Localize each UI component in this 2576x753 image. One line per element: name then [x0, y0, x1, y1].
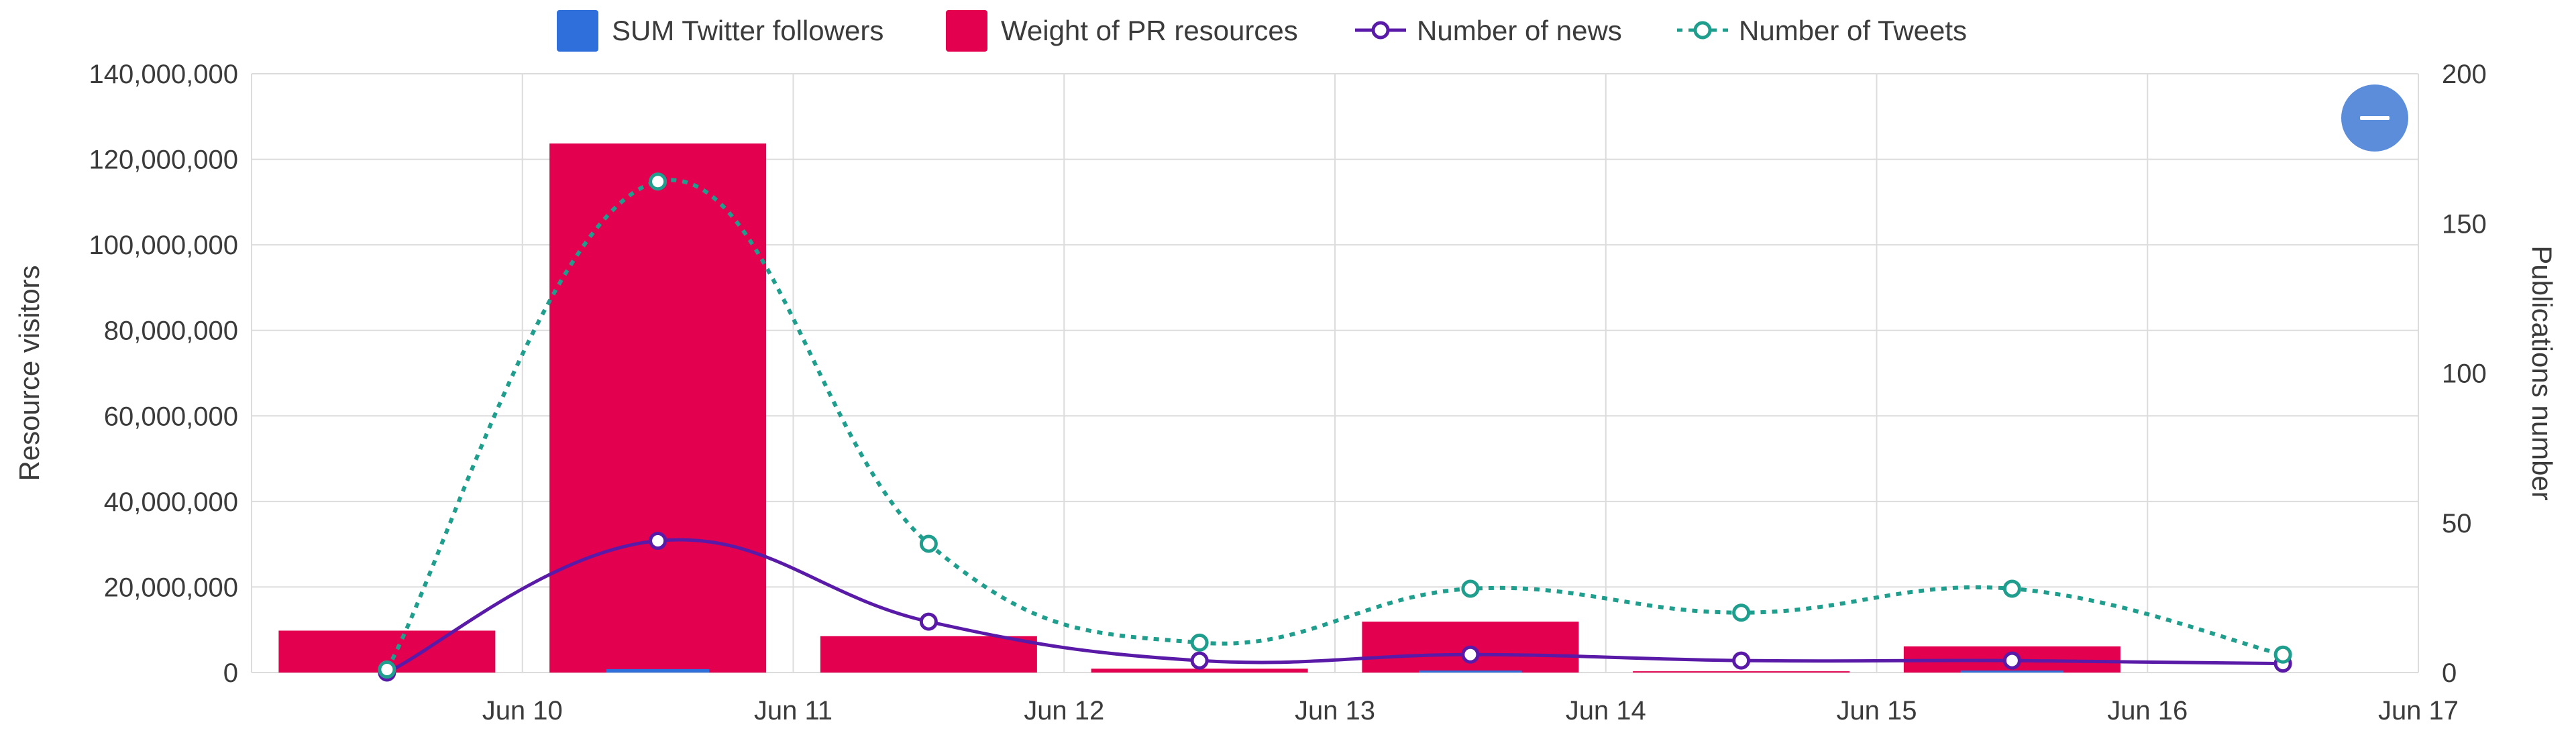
- x-tick-label: Jun 17: [2378, 696, 2459, 726]
- legend-item-number-of-tweets[interactable]: Number of Tweets: [1677, 15, 1967, 46]
- legend-label: Number of Tweets: [1739, 15, 1967, 46]
- x-tick-label: Jun 11: [754, 696, 833, 726]
- y-left-tick-label: 140,000,000: [89, 60, 238, 89]
- point-number-of-tweets[interactable]: [1190, 633, 1209, 652]
- legend-label: Weight of PR resources: [1001, 15, 1298, 46]
- y-left-tick-label: 0: [223, 658, 238, 688]
- point-number-of-news[interactable]: [1190, 651, 1209, 670]
- point-number-of-news[interactable]: [919, 612, 938, 631]
- y-right-tick-label: 200: [2442, 60, 2487, 89]
- point-number-of-news[interactable]: [2002, 651, 2021, 670]
- line-number-of-news[interactable]: [386, 538, 2284, 675]
- lines: [378, 172, 2292, 682]
- legend-label: SUM Twitter followers: [612, 15, 883, 46]
- y-left-tick-label: 80,000,000: [104, 316, 238, 346]
- bar-weight-pr-resources[interactable]: [549, 143, 767, 673]
- point-number-of-tweets[interactable]: [378, 660, 396, 679]
- x-tick-label: Jun 16: [2107, 696, 2188, 726]
- bar-weight-pr-resources[interactable]: [820, 636, 1037, 673]
- legend-item-number-of-news[interactable]: Number of news: [1355, 15, 1622, 46]
- point-number-of-tweets[interactable]: [649, 172, 667, 191]
- point-number-of-tweets[interactable]: [1732, 603, 1751, 622]
- bar-twitter-followers[interactable]: [1960, 671, 2064, 673]
- legend-swatch: [946, 10, 987, 52]
- point-number-of-news[interactable]: [1461, 645, 1480, 664]
- y-right-tick-label: 150: [2442, 209, 2487, 239]
- minus-icon: [2360, 116, 2390, 120]
- y-left-tick-label: 60,000,000: [104, 402, 238, 431]
- line-number-of-tweets[interactable]: [385, 178, 2284, 671]
- y-left-tick-label: 120,000,000: [89, 146, 238, 175]
- y-left-tick-label: 40,000,000: [104, 487, 238, 517]
- point-number-of-tweets[interactable]: [919, 534, 938, 553]
- bar-twitter-followers[interactable]: [1419, 671, 1522, 673]
- y-right-axis-title: Publications number: [2526, 245, 2558, 501]
- bar-weight-pr-resources[interactable]: [1091, 669, 1308, 673]
- y-right-tick-label: 50: [2442, 509, 2472, 538]
- point-number-of-tweets[interactable]: [1461, 579, 1480, 598]
- y-left-tick-label: 20,000,000: [104, 573, 238, 602]
- x-tick-label: Jun 15: [1836, 696, 1917, 726]
- y-left-axis-title: Resource visitors: [13, 265, 45, 481]
- point-number-of-news[interactable]: [1732, 651, 1751, 670]
- x-tick-label: Jun 10: [482, 696, 563, 726]
- bar-weight-pr-resources[interactable]: [1633, 671, 1850, 673]
- y-right-tick-label: 0: [2442, 658, 2457, 688]
- axes: 0 20,000,000 40,000,000 60,000,000 80,000,00…: [13, 60, 2558, 726]
- point-number-of-news[interactable]: [649, 532, 667, 551]
- x-tick-label: Jun 14: [1566, 696, 1646, 726]
- legend-item-weight-of-pr-resources[interactable]: Weight of PR resources: [946, 10, 1298, 52]
- legend-item-sum-twitter-followers[interactable]: SUM Twitter followers: [557, 10, 883, 52]
- zoom-out-button[interactable]: [2341, 84, 2408, 152]
- point-number-of-tweets[interactable]: [2273, 645, 2292, 664]
- point-number-of-tweets[interactable]: [2002, 579, 2021, 598]
- x-tick-label: Jun 13: [1295, 696, 1375, 726]
- y-left-tick-label: 100,000,000: [89, 231, 238, 260]
- y-right-tick-label: 100: [2442, 359, 2487, 389]
- bar-twitter-followers[interactable]: [606, 669, 710, 673]
- x-tick-label: Jun 12: [1024, 696, 1104, 726]
- legend-swatch: [557, 10, 598, 52]
- bars: [278, 143, 2121, 673]
- legend-marker: [1371, 21, 1390, 40]
- legend-label: Number of news: [1417, 15, 1622, 46]
- legend[interactable]: SUM Twitter followers Weight of PR resour…: [557, 10, 1967, 52]
- legend-marker: [1693, 21, 1712, 40]
